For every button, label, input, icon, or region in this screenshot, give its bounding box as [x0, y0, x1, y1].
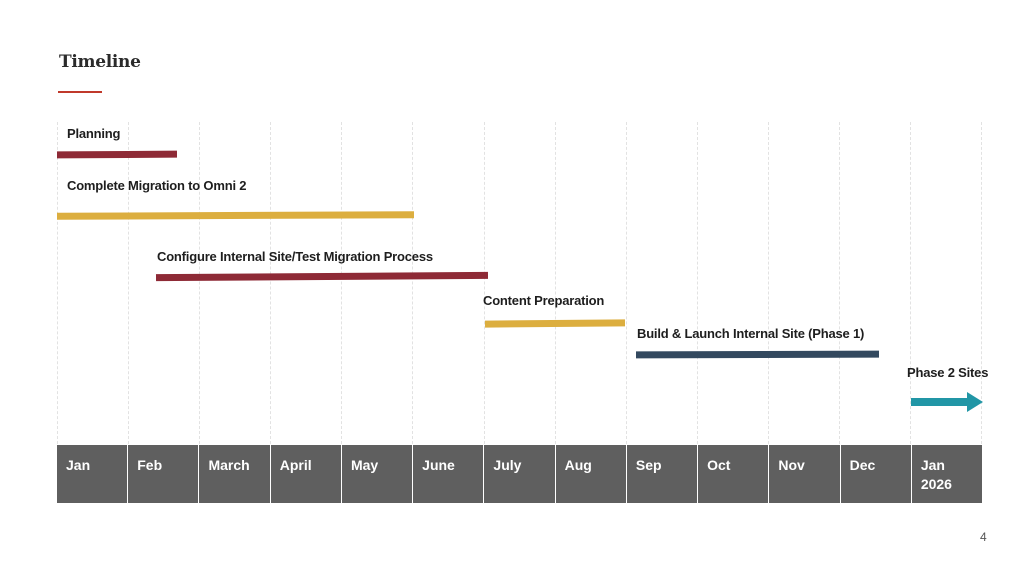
task-bar-content-preparation — [484, 319, 626, 328]
task-bar-complete-migration — [56, 211, 415, 220]
grid-line — [199, 122, 200, 444]
month-aug: Aug — [556, 445, 627, 503]
page-title: Timeline — [59, 52, 141, 72]
task-bar-build-launch — [635, 350, 880, 359]
task-label-build-launch: Build & Launch Internal Site (Phase 1) — [637, 326, 865, 341]
month-april: April — [271, 445, 342, 503]
page-number: 4 — [980, 530, 987, 544]
arrow-right-icon — [967, 392, 983, 412]
month-may: May — [342, 445, 414, 503]
month-june: June — [413, 445, 485, 503]
month-july: July — [484, 445, 556, 503]
task-label-planning: Planning — [67, 126, 121, 141]
month-dec: Dec — [841, 445, 912, 503]
month-axis: Jan Feb March April May June July Aug Se… — [57, 445, 982, 503]
month-sep: Sep — [627, 445, 699, 503]
grid-line — [484, 122, 485, 444]
month-nov: Nov — [769, 445, 841, 503]
task-label-complete-migration: Complete Migration to Omni 2 — [67, 178, 247, 193]
grid-line — [57, 122, 58, 444]
grid-line — [697, 122, 698, 444]
task-bar-configure-internal-site — [155, 271, 489, 282]
grid-line — [341, 122, 342, 444]
task-label-content-preparation: Content Preparation — [483, 293, 605, 308]
month-jan: Jan — [57, 445, 129, 503]
grid-line — [555, 122, 556, 444]
grid-line — [626, 122, 627, 444]
grid-line — [412, 122, 413, 444]
month-oct: Oct — [698, 445, 770, 503]
grid-line — [270, 122, 271, 444]
month-march: March — [199, 445, 271, 503]
title-underline — [58, 91, 102, 93]
grid-line — [839, 122, 840, 444]
grid-line — [768, 122, 769, 444]
task-label-phase-2-sites: Phase 2 Sites — [907, 365, 989, 380]
task-bar-planning — [56, 150, 178, 159]
month-jan-2026: Jan 2026 — [920, 457, 952, 492]
grid-line — [128, 122, 129, 444]
arrow-shaft — [911, 398, 969, 406]
month-feb: Feb — [128, 445, 200, 503]
grid-line — [910, 122, 911, 444]
grid-line — [981, 122, 982, 444]
task-label-configure-internal-site: Configure Internal Site/Test Migration P… — [157, 249, 433, 264]
